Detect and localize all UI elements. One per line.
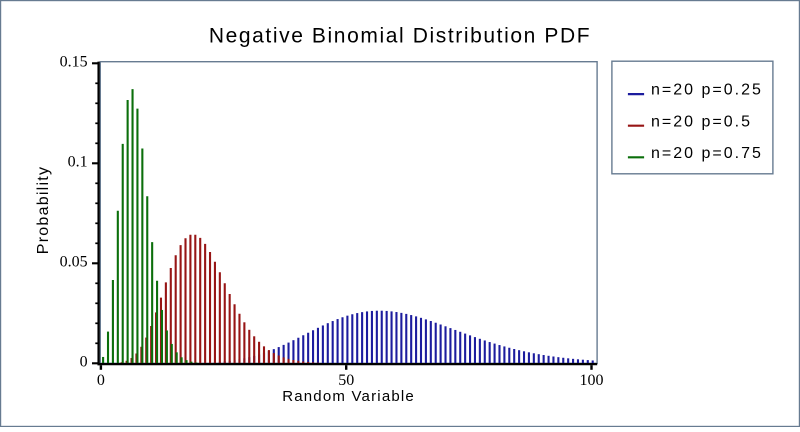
svg-text:n=20 p=0.25: n=20 p=0.25 <box>651 82 763 99</box>
svg-text:n=20 p=0.5: n=20 p=0.5 <box>651 113 752 130</box>
svg-text:0: 0 <box>97 372 105 389</box>
svg-text:n=20 p=0.75: n=20 p=0.75 <box>651 145 763 162</box>
svg-text:100: 100 <box>580 372 604 389</box>
svg-text:Probability: Probability <box>35 166 52 254</box>
svg-text:0.15: 0.15 <box>60 53 88 70</box>
svg-text:0.1: 0.1 <box>68 153 88 170</box>
svg-text:0.05: 0.05 <box>60 253 88 270</box>
svg-text:0: 0 <box>80 353 88 370</box>
svg-text:Random Variable: Random Variable <box>282 388 415 405</box>
svg-text:Negative Binomial Distribution: Negative Binomial Distribution PDF <box>209 25 591 48</box>
svg-text:50: 50 <box>338 372 354 389</box>
